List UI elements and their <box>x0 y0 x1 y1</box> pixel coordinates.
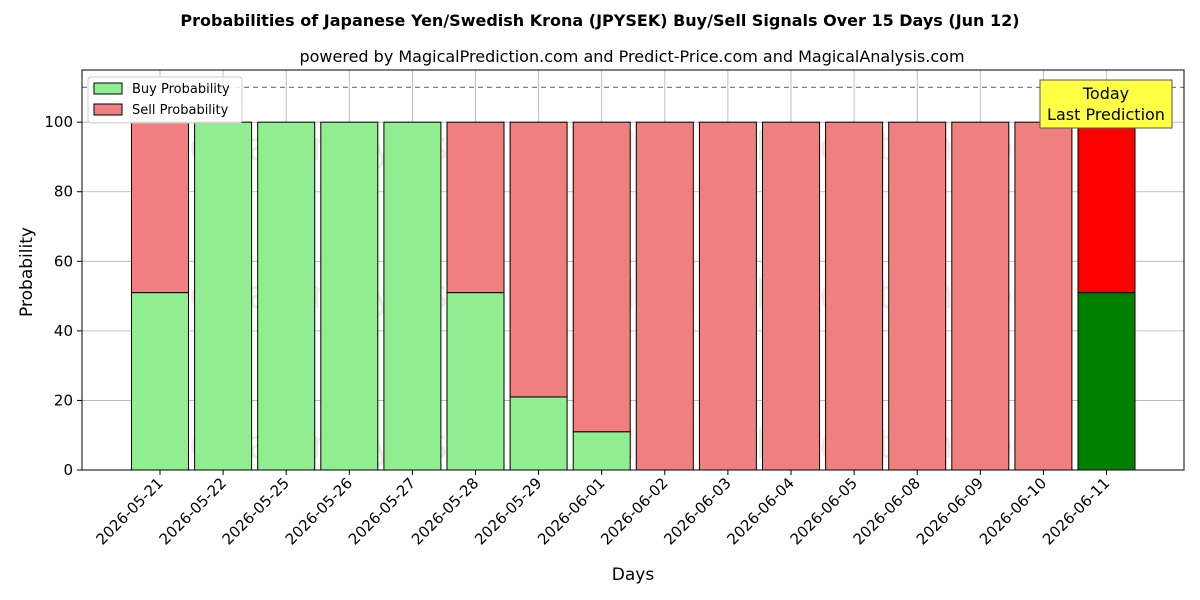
y-tick-label: 0 <box>63 461 73 479</box>
chart-title: Probabilities of Japanese Yen/Swedish Kr… <box>180 11 1019 30</box>
bar-buy <box>1077 292 1136 471</box>
bar-buy <box>509 396 568 471</box>
x-tick-label: 2026-05-21 <box>92 474 166 548</box>
bar-buy <box>194 121 253 471</box>
bar-sell <box>572 121 631 433</box>
bar-buy <box>131 292 189 471</box>
annotation-text: Last Prediction <box>1047 105 1165 124</box>
x-tick-label: 2026-06-09 <box>913 474 987 548</box>
x-tick-label: 2026-06-02 <box>597 474 671 548</box>
x-tick-label: 2026-06-10 <box>976 474 1050 548</box>
x-tick-label: 2026-06-05 <box>787 474 861 548</box>
bar-sell <box>951 121 1010 471</box>
legend-label: Sell Probability <box>132 103 229 118</box>
bar-sell <box>131 121 189 294</box>
x-axis: 2026-05-212026-05-222026-05-252026-05-26… <box>92 470 1113 548</box>
x-tick-label: 2026-06-03 <box>660 474 734 548</box>
bar-sell <box>446 121 505 294</box>
bar-buy <box>320 121 379 471</box>
today-annotation: Today Last Prediction <box>1039 79 1173 129</box>
legend-swatch <box>93 103 123 116</box>
x-tick-label: 2026-06-04 <box>723 474 797 548</box>
x-tick-label: 2026-05-27 <box>345 474 419 548</box>
annotation-text: Today <box>1082 84 1129 103</box>
y-tick-label: 100 <box>44 113 73 131</box>
bar-sell <box>888 121 947 471</box>
legend-box <box>87 76 243 124</box>
y-tick-label: 40 <box>54 322 73 340</box>
bar-buy <box>572 431 631 471</box>
annotation-box <box>1039 79 1173 129</box>
bar-sell <box>509 121 568 398</box>
legend: Buy Probability Sell Probability <box>87 76 243 124</box>
bar-buy <box>257 121 316 471</box>
y-tick-label: 60 <box>54 252 73 270</box>
x-tick-label: 2026-06-01 <box>534 474 608 548</box>
bar-sell <box>698 121 757 471</box>
plot-frame <box>81 69 1185 471</box>
legend-swatch <box>93 82 123 95</box>
bar-sell <box>635 121 694 471</box>
y-tick-label: 20 <box>54 391 73 409</box>
y-axis: 0 20 40 60 80 100 <box>44 113 82 479</box>
bar-sell <box>1077 121 1136 294</box>
bars <box>131 121 1136 471</box>
x-tick-label: 2026-05-25 <box>219 474 293 548</box>
x-tick-label: 2026-05-28 <box>408 474 482 548</box>
bar-sell <box>825 121 884 471</box>
bar-sell <box>762 121 820 471</box>
x-tick-label: 2026-06-11 <box>1039 474 1113 548</box>
y-tick-label: 80 <box>54 183 73 201</box>
x-tick-label: 2026-05-22 <box>156 474 230 548</box>
bar-sell <box>1014 121 1073 471</box>
bar-buy <box>446 292 505 471</box>
bar-buy <box>383 121 442 471</box>
chart-subtitle: powered by MagicalPrediction.com and Pre… <box>299 47 964 66</box>
x-axis-label: Days <box>612 565 655 585</box>
y-axis-label: Probability <box>17 227 37 317</box>
x-tick-label: 2026-05-26 <box>282 474 356 548</box>
x-tick-label: 2026-05-29 <box>471 474 545 548</box>
x-tick-label: 2026-06-08 <box>850 474 924 548</box>
legend-label: Buy Probability <box>132 82 230 97</box>
